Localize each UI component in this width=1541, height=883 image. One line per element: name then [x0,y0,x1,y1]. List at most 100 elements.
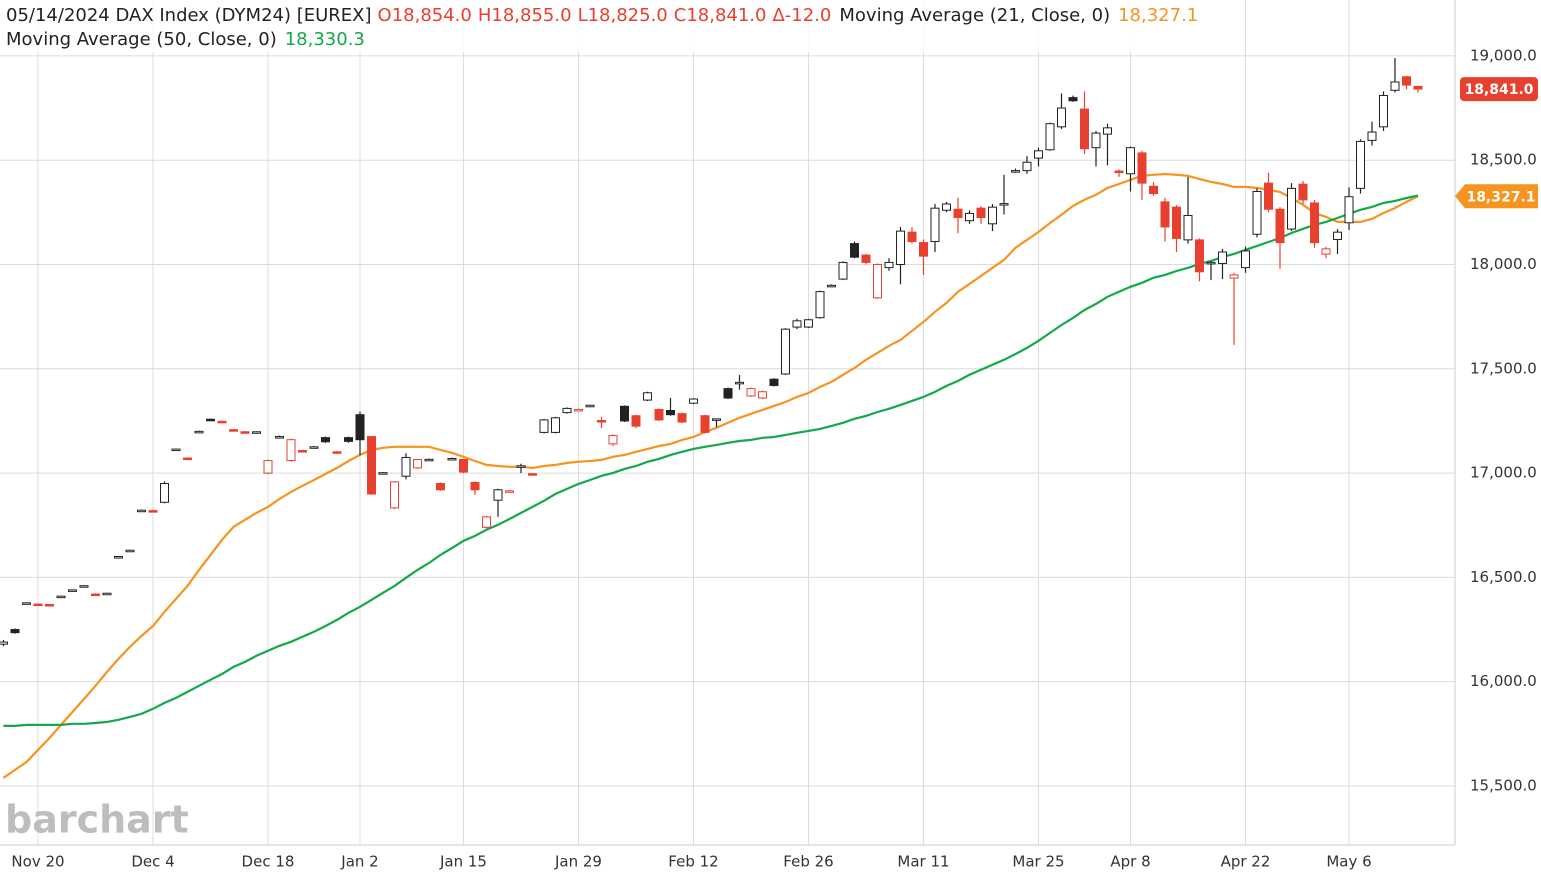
candle-body [493,489,503,501]
candle-body [1137,152,1147,184]
candle-body [769,378,779,386]
x-tick-label: Dec 4 [131,853,174,871]
x-tick-label: Jan 29 [554,853,602,871]
candle-body [413,459,422,469]
y-tick-label: 17,500.0 [1470,359,1537,377]
candle-body [677,413,687,423]
candle-body [263,460,273,474]
candle-body [1183,214,1193,241]
candle-body [861,254,871,263]
legend-value: 18,327.1 [1118,5,1198,26]
candle-body [1287,187,1296,230]
candle-body [1413,85,1423,90]
candle-body [275,436,284,439]
price-badge [1460,77,1538,102]
candle-body [735,381,744,385]
candle-body [91,593,100,597]
candle-body [666,410,675,416]
candle-body [1091,132,1101,149]
candle-body [539,419,549,433]
price-badge-label: 18,841.0 [1464,82,1533,98]
moving-average-line [2,172,1419,779]
candle-body [1264,182,1273,210]
candle-body [252,431,261,434]
candle-body [1103,127,1112,135]
x-tick-label: Nov 20 [11,853,64,871]
candle-body [183,457,192,461]
candle-body [976,207,986,219]
candle-body [815,291,825,319]
candle-body [999,203,1009,206]
y-tick-label: 16,000.0 [1470,672,1537,690]
candle-body [1229,274,1239,279]
candle-body [643,392,652,401]
candle-body [919,242,928,257]
candle-body [942,203,951,211]
x-tick-label: Feb 26 [783,853,833,871]
y-tick-label: 17,000.0 [1470,464,1537,482]
candle-body [1022,161,1032,172]
candle-body [378,472,388,475]
candle-body [482,516,491,528]
y-tick-label: 19,000.0 [1470,46,1537,64]
candle-body [33,603,43,607]
candle-body [1310,202,1319,244]
header-bg [0,0,1205,52]
candle-body [712,418,721,421]
candle-body [746,388,756,397]
candle-body [0,641,8,645]
candle-body [436,483,445,491]
candle-body [1367,131,1377,141]
candle-body [1034,150,1043,159]
ma-badge [1455,184,1538,209]
candle-body [1298,183,1308,201]
candle-body [827,284,836,288]
quote-value: L18,825.0 [578,5,668,26]
quote-value: O18,854.0 [378,5,472,26]
header-line: 05/14/2024 DAX Index (DYM24) [EUREX] O18,… [6,5,1198,26]
x-tick-label: Mar 25 [1012,853,1064,871]
candle-body [1011,170,1020,173]
candle-body [332,451,342,454]
candle-body [390,481,399,509]
candle-body [470,481,480,491]
candle-body [953,208,963,219]
candle-body [792,320,802,328]
candle-body [298,450,307,453]
candle-body [1218,251,1227,264]
candle-body [1126,147,1135,175]
candle-body [1160,201,1170,228]
candle-body [505,490,514,493]
candle-body [585,404,595,408]
candle-body [1114,170,1124,174]
candle-body [1275,208,1285,244]
candle-body [1195,239,1204,273]
candle-body [22,602,31,605]
candle-body [194,430,204,434]
candle-body [148,510,158,513]
candle-body [528,473,537,476]
candle-body [1356,140,1365,189]
candle-body [1333,231,1342,240]
candle-body [447,457,457,461]
candle-body [125,549,135,553]
candle-body [1045,123,1055,151]
quote-value: C18,841.0 [674,5,767,26]
candle-body [229,429,238,432]
candle-body [114,556,123,559]
candle-body [1149,185,1158,195]
y-tick-label: 18,500.0 [1470,151,1537,169]
legend-name: Moving Average (21, Close, 0) [839,5,1110,26]
candle-body [1172,206,1181,239]
candle-body [309,446,319,449]
candle-body [930,207,940,243]
candle-body [723,388,733,399]
candle-body [597,420,606,423]
candle-body [1068,97,1078,102]
x-tick-label: Jan 2 [340,853,378,871]
x-tick-label: Apr 8 [1110,853,1150,871]
candle-body [45,603,54,607]
candle-body [160,483,169,503]
candle-body [79,585,89,588]
candle-body [240,431,250,434]
